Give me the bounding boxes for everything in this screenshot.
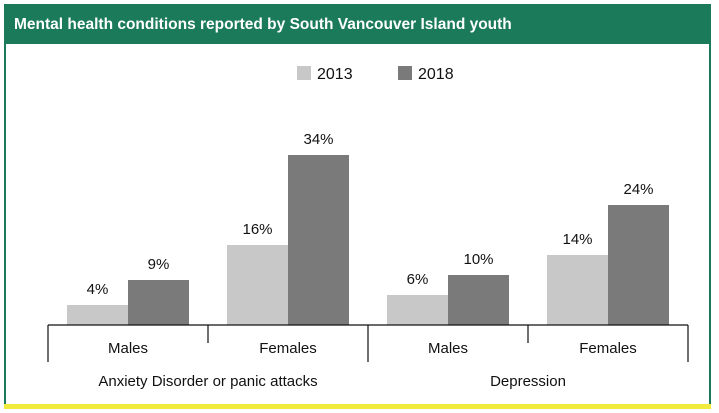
value-label-2018-2: 34% [303,131,333,148]
legend-label-2013: 2013 [317,66,353,83]
bar-2018-1 [128,280,189,325]
value-label-2018-3: 10% [463,251,493,268]
category-label-2: Females [259,340,317,357]
value-labels: 4% 9% 16% 34% 6% 10% 14% 24% [87,131,654,298]
bar-2013-1 [67,305,128,325]
category-axis: Males Females Males Females Anxiety Disorder… [47,324,689,390]
value-label-2013-3: 6% [407,271,429,288]
chart-title: Mental health conditions reported by Sou… [6,6,709,44]
bar-2013-2 [227,245,288,325]
value-label-2013-4: 14% [562,231,592,248]
category-label-3: Males [428,340,468,357]
bar-2013-3 [387,295,448,325]
value-label-2018-4: 24% [623,181,653,198]
bars [67,155,669,325]
legend: 2013 2018 [297,66,454,83]
category-label-4: Females [579,340,637,357]
legend-label-2018: 2018 [418,66,454,83]
value-label-2013-2: 16% [242,221,272,238]
bar-2018-2 [288,155,349,325]
group-label-1: Anxiety Disorder or panic attacks [98,373,317,390]
value-label-2013-1: 4% [87,281,109,298]
value-label-2018-1: 9% [148,256,170,273]
category-label-1: Males [108,340,148,357]
group-label-2: Depression [490,373,566,390]
chart-frame: Mental health conditions reported by Sou… [4,4,711,406]
bar-2018-3 [448,275,509,325]
legend-swatch-2013 [297,66,311,80]
bar-2018-4 [608,205,669,325]
bottom-rule [4,404,711,409]
legend-swatch-2018 [398,66,412,80]
bar-2013-4 [547,255,608,325]
